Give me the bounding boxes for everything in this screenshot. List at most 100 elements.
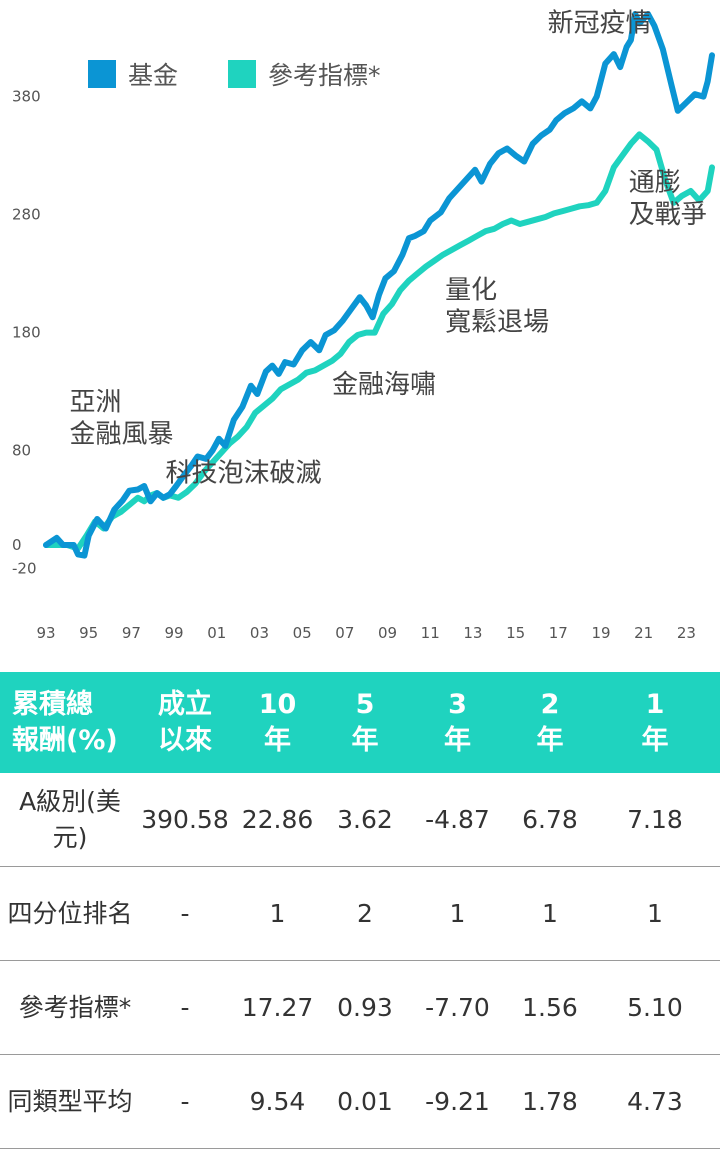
annotation-line: 通膨	[629, 168, 681, 198]
x-tick-label: 97	[122, 624, 141, 642]
header-line: 年	[351, 724, 379, 756]
annotation-line: 量化	[445, 275, 497, 305]
table-row: 參考指標* - 17.27 0.93 -7.70 1.56 5.10	[0, 960, 720, 1055]
y-tick-label: 380	[12, 88, 41, 106]
header-line: 2	[540, 688, 560, 720]
header-line: 年	[536, 724, 564, 756]
annotation-line: 金融風暴	[69, 419, 173, 449]
row-label-text: 四分位排名	[7, 898, 133, 928]
table-cell: 4.73	[590, 1054, 720, 1149]
legend-swatch-fund	[88, 60, 116, 88]
y-tick-label: 280	[12, 206, 41, 224]
performance-chart: -20080180280380480 939597990103050709111…	[12, 9, 715, 642]
table-cell: 0.01	[325, 1054, 405, 1149]
y-tick-label: 0	[12, 536, 22, 554]
table-cell: 6.78	[510, 773, 590, 867]
table-cell: 9.54	[230, 1054, 325, 1149]
x-tick-label: 21	[634, 624, 653, 642]
header-line: 10	[258, 688, 297, 720]
table-cell: 1	[405, 866, 510, 961]
header-line: 成立	[158, 688, 212, 720]
x-tick-label: 09	[378, 624, 397, 642]
header-10y: 10 年	[230, 672, 325, 773]
row-label-text: 參考指標*	[18, 992, 132, 1022]
legend-label-benchmark: 參考指標*	[268, 61, 381, 90]
legend-label-fund: 基金	[128, 61, 178, 90]
table-cell: 1	[230, 866, 325, 961]
chart-annotation: 亞洲金融風暴	[69, 387, 173, 449]
chart-annotation: 科技泡沫破滅	[166, 458, 322, 488]
table-cell: 1	[510, 866, 590, 961]
series-line-fund	[43, 11, 715, 559]
header-label-line: 累積總	[12, 688, 93, 720]
x-tick-label: 17	[549, 624, 568, 642]
row-label: A級別(美元)	[0, 773, 140, 867]
x-tick-label: 19	[591, 624, 610, 642]
chart-annotation: 量化寬鬆退場	[445, 275, 549, 337]
table-row: 四分位排名 - 1 2 1 1 1	[0, 866, 720, 961]
x-tick-label: 05	[293, 624, 312, 642]
table-row: 同類型平均 - 9.54 0.01 -9.21 1.78 4.73	[0, 1054, 720, 1149]
y-axis: -20080180280380480	[12, 88, 41, 578]
annotation-line: 寬鬆退場	[445, 307, 549, 337]
y-tick-label: 180	[12, 324, 41, 342]
header-line: 3	[448, 688, 467, 720]
row-label: 參考指標*	[0, 960, 140, 1055]
row-label: 同類型平均	[0, 1054, 140, 1149]
chart-annotation: 金融海嘯	[332, 370, 436, 400]
x-tick-label: 13	[463, 624, 482, 642]
row-label-text: 同類型平均	[7, 1086, 133, 1116]
header-line: 5	[355, 688, 375, 720]
annotation-line: 科技泡沫破滅	[166, 458, 322, 488]
y-tick-label: 80	[12, 442, 31, 460]
table-cell: 2	[325, 866, 405, 961]
header-since-inception: 成立 以來	[140, 672, 230, 773]
table-cell: 1.78	[510, 1054, 590, 1149]
table-row: A級別(美元) 390.58 22.86 3.62 -4.87 6.78 7.1…	[0, 773, 720, 867]
table-cell: 5.10	[590, 960, 720, 1055]
chart-annotation: 通膨及戰爭	[629, 168, 707, 230]
legend: 基金 參考指標*	[88, 60, 381, 90]
header-line: 以來	[158, 724, 212, 756]
series-layer	[43, 11, 715, 559]
annotation-line: 新冠疫情	[548, 9, 652, 39]
table-cell: 0.93	[325, 960, 405, 1055]
table-cell: -	[140, 1054, 230, 1149]
legend-swatch-benchmark	[228, 60, 256, 88]
annotation-line: 亞洲	[69, 387, 121, 417]
header-label-line: 報酬(%)	[12, 724, 118, 756]
x-tick-label: 95	[79, 624, 98, 642]
table-cell: -9.21	[405, 1054, 510, 1149]
x-tick-label: 03	[250, 624, 269, 642]
header-cumulative-return: 累積總 報酬(%)	[0, 672, 140, 773]
header-line: 1	[645, 688, 665, 720]
x-tick-label: 01	[207, 624, 226, 642]
chart-annotation: 新冠疫情	[548, 9, 652, 39]
table-cell: 22.86	[230, 773, 325, 867]
table-cell: 17.27	[230, 960, 325, 1055]
y-tick-label: -20	[12, 560, 37, 578]
x-tick-label: 93	[36, 624, 55, 642]
table-cell: 3.62	[325, 773, 405, 867]
x-axis: 93 95 97 99 01 03 05 07 09 11 13 15 17 19 21 23	[36, 624, 695, 642]
header-line: 年	[444, 724, 471, 756]
annotation-line: 金融海嘯	[332, 370, 436, 400]
table-cell: 390.58	[140, 773, 230, 867]
x-tick-label: 99	[165, 624, 184, 642]
table-cell: -	[140, 960, 230, 1055]
header-line: 年	[264, 724, 291, 756]
x-tick-label: 07	[335, 624, 354, 642]
x-tick-label: 15	[506, 624, 525, 642]
table-cell: -4.87	[405, 773, 510, 867]
table-cell: -7.70	[405, 960, 510, 1055]
table-cell: -	[140, 866, 230, 961]
row-label-text: A級別(美元)	[19, 786, 121, 852]
x-tick-label: 11	[421, 624, 440, 642]
